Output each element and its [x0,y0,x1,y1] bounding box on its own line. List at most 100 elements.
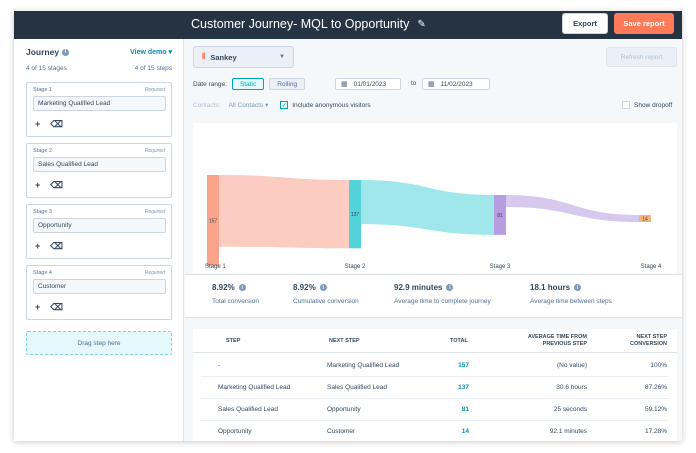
start-date-input[interactable]: ▦ 01/01/2023 [335,78,401,90]
sankey-node[interactable] [349,180,361,249]
view-demo-link[interactable]: View demo ▾ [130,48,172,56]
add-icon[interactable]: + [35,302,41,312]
sankey-stage-label: Stage 1 [205,264,226,270]
visualization-value: Sankey [210,52,237,62]
steps-count: 4 of 15 steps [134,65,172,72]
stat-label: Average time to complete journey [394,298,491,305]
sankey-node[interactable] [207,175,219,266]
sankey-link[interactable] [506,195,639,222]
stage-input[interactable]: Opportunity [33,218,166,233]
stat-value-text: 18.1 hours [530,283,571,292]
col-conversion: Next step conversion [630,334,667,347]
journey-sidebar: Journey i View demo ▾ 4 of 15 stages 4 o… [14,39,184,441]
col-next-step: Next step [329,338,360,344]
required-tag: Required [144,270,165,276]
contacts-dropdown[interactable]: All Contacts ▾ [228,101,268,109]
report-title: Customer Journey- MQL to Opportunity [191,17,410,31]
info-icon[interactable]: i [574,284,582,291]
required-tag: Required [144,148,165,154]
delete-icon[interactable]: ⌫ [50,119,63,129]
sankey-node[interactable] [639,215,651,222]
cell-total[interactable]: 137 [458,384,469,391]
visualization-dropdown[interactable]: ⫴ Sankey ▼ [193,46,294,68]
stage-actions: + ⌫ [35,180,63,191]
cell-total[interactable]: 14 [461,428,469,435]
col-step: Step [226,338,241,344]
stage-input[interactable]: Marketing Qualified Lead [33,96,166,111]
stage-input[interactable]: Sales Qualified Lead [33,157,166,172]
delete-icon[interactable]: ⌫ [50,302,63,312]
static-toggle[interactable]: Static [231,78,265,90]
required-tag: Required [144,209,165,215]
delete-icon[interactable]: ⌫ [50,241,63,251]
stat-value: 18.1 hours i [530,283,612,292]
chevron-down-icon: ▼ [279,54,285,60]
cell-conversion: 87.26% [644,384,667,391]
stage-card-3: Stage 3 Required Opportunity + ⌫ [26,204,172,259]
required-tag: Required [144,87,165,93]
show-dropoff-checkbox[interactable] [622,101,630,109]
stat-value-text: 8.92% [212,283,235,292]
stat-value: 8.92% i [212,283,259,292]
sankey-node-value: 81 [497,213,503,219]
sankey-stage-label: Stage 4 [641,264,662,270]
stat-total-conversion: 8.92% i Total conversion [212,283,259,305]
add-icon[interactable]: + [35,241,41,251]
anonymous-visitors-label: Include anonymous visitors [292,101,371,109]
edit-pencil-icon[interactable]: ✎ [417,18,426,30]
info-icon[interactable]: i [319,284,327,291]
export-button[interactable]: Export [562,13,608,34]
report-title-group: Customer Journey- MQL to Opportunity ✎ [191,17,426,31]
stage-label: Stage 2 [33,148,52,154]
stage-card-1: Stage 1 Required Marketing Qualified Lea… [26,82,172,137]
cell-step: Sales Qualified Lead [218,406,278,413]
drag-step-dropzone[interactable]: Drag step here [26,331,172,355]
table-row: - Marketing Qualified Lead 157 (No value) 10… [201,355,669,377]
cell-conversion: 100% [650,362,667,369]
anonymous-visitors-checkbox[interactable]: ✓ [280,101,289,109]
stat-label: Cumulative conversion [293,298,359,305]
contacts-value: All Contacts [228,102,264,109]
to-label: to [411,80,417,87]
cell-step: - [218,362,221,369]
show-dropoff-label: Show dropoff [634,101,673,109]
info-icon[interactable]: i [446,284,454,291]
add-icon[interactable]: + [35,180,41,190]
delete-icon[interactable]: ⌫ [50,180,63,190]
calendar-icon: ▦ [428,81,435,88]
cell-total[interactable]: 81 [461,406,469,413]
header-bar: Customer Journey- MQL to Opportunity ✎ E… [14,11,682,39]
journey-table: Step Next step Total Average time from p… [193,329,677,441]
sankey-node[interactable] [494,195,506,235]
cell-next-step: Opportunity [327,406,361,413]
end-date-input[interactable]: ▦ 11/02/2023 [422,78,490,90]
refresh-report-button[interactable]: Refresh report [606,47,677,67]
chevron-down-icon: ▾ [264,102,269,109]
sankey-link[interactable] [361,180,494,235]
stage-actions: + ⌫ [35,241,63,252]
info-icon[interactable]: i [62,48,70,56]
table-header: Step Next step Total Average time from p… [193,329,677,353]
cell-avg-time: 25 seconds [553,406,587,413]
sidebar-counts: 4 of 15 stages 4 of 15 steps [26,65,172,72]
start-date-value: 01/01/2023 [353,80,387,88]
table-row: Sales Qualified Lead Opportunity 81 25 seco… [201,399,669,421]
stat-value-text: 8.92% [293,283,316,292]
cell-total[interactable]: 157 [458,362,469,369]
show-dropoff-toggle[interactable]: Show dropoff [622,101,672,109]
rolling-toggle[interactable]: Rolling [269,78,306,90]
table-row: Marketing Qualified Lead Sales Qualified … [201,377,669,399]
stage-input[interactable]: Customer [33,279,166,294]
stat-label: Average time between steps [530,298,612,305]
date-range-row: Date range: Static Rolling [193,78,306,90]
info-icon[interactable]: i [238,284,246,291]
sankey-link[interactable] [219,175,349,249]
save-report-button[interactable]: Save report [614,13,674,34]
add-icon[interactable]: + [35,119,41,129]
cell-avg-time: 30.6 hours [556,384,587,391]
view-demo-text: View demo [130,49,167,56]
app-window: Customer Journey- MQL to Opportunity ✎ E… [14,11,682,441]
stage-card-4: Stage 4 Required Customer + ⌫ [26,265,172,320]
sankey-node-value: 137 [351,212,360,218]
cell-avg-time: 92.1 minutes [549,428,587,435]
